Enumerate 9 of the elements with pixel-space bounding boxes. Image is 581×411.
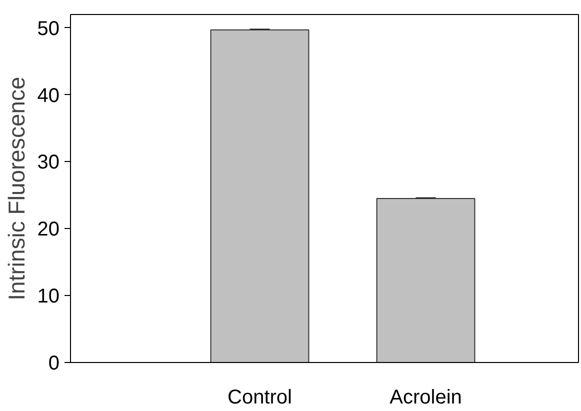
y-axis-title: Intrinsic Fluorescence [3,76,30,300]
y-tick-label: 10 [37,286,60,308]
y-tick-label: 30 [37,152,60,174]
y-tick-label: 40 [37,84,60,107]
y-tick-label: 20 [37,218,60,241]
x-tick-label: Control [228,386,292,408]
y-tick-label: 50 [37,18,60,40]
y-tick-label: 0 [48,352,60,374]
x-tick-label: Acrolein [390,386,462,408]
